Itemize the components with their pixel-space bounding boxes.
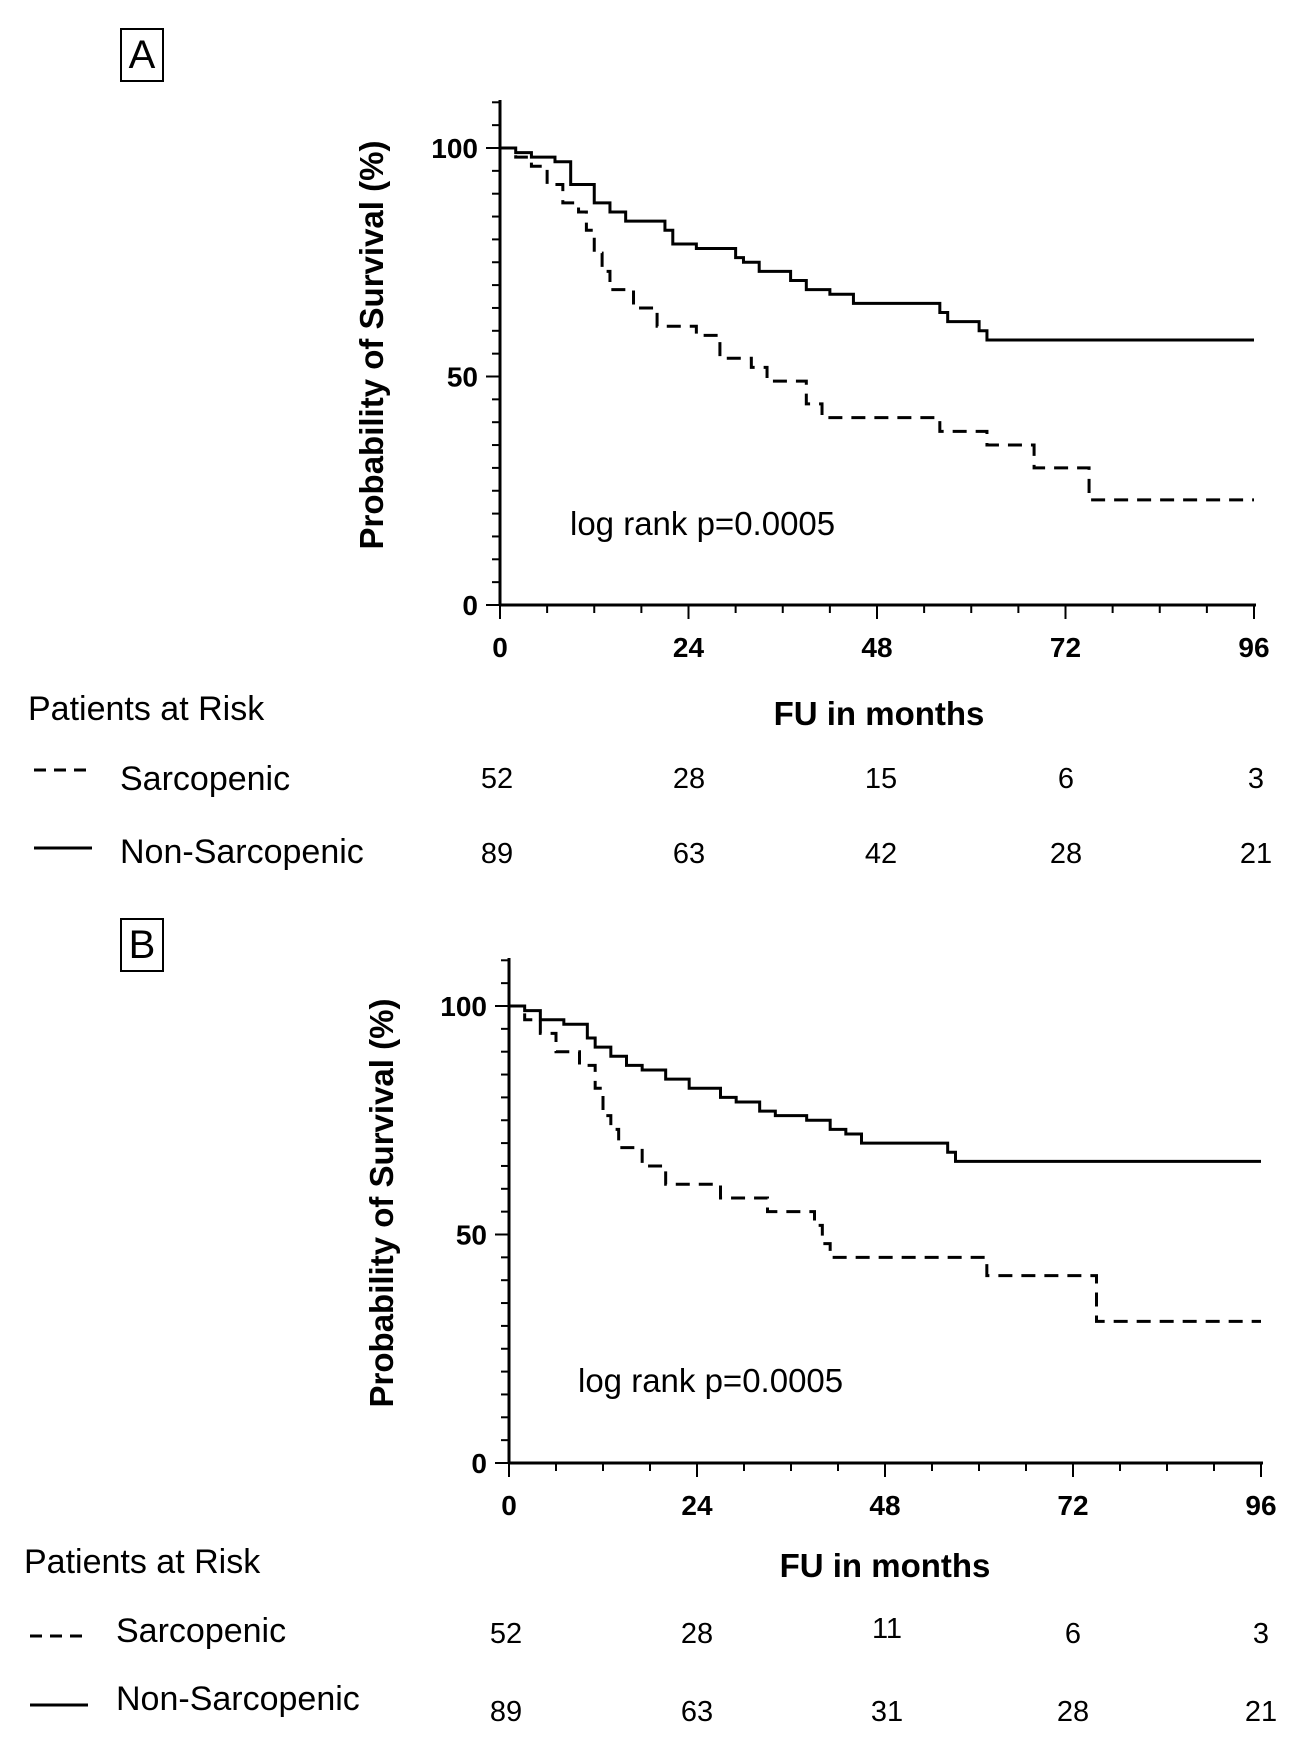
panel-a-risk-sarcopenic-0: 52: [480, 763, 514, 795]
panel-a-curve-non-sarcopenic: [500, 146, 1254, 342]
panel-b-risk-sarcopenic-48: 11: [871, 1613, 903, 1645]
panel-b-risk-non-sarcopenic-24: 63: [680, 1696, 714, 1728]
panel-a-risk-sarcopenic-72: 6: [1057, 763, 1075, 795]
panel-b-risk-non-sarcopenic-48: 31: [870, 1696, 904, 1728]
panel-a-risk-sarcopenic-24: 28: [672, 763, 706, 795]
panel-b-y-tick-label: 50: [456, 1220, 487, 1251]
panel-b-x-tick-label: 24: [681, 1490, 713, 1521]
panel-a-risk-sarcopenic-48: 15: [864, 763, 898, 795]
panel-a-y-tick-label: 100: [431, 133, 478, 164]
panel-a-y-tick-label: 0: [462, 590, 478, 621]
panel-b-risk-sarcopenic-24: 28: [680, 1618, 714, 1650]
panel-b-x-tick-label: 0: [501, 1490, 517, 1521]
panel-a-legend-dashed-line: [34, 768, 92, 772]
panel-b-x-tick-label: 72: [1057, 1490, 1088, 1521]
panel-a-x-tick-label: 24: [673, 632, 705, 663]
panel-b-curve-non-sarcopenic: [509, 1004, 1261, 1163]
panel-a-x-axis-label: FU in months: [773, 695, 985, 732]
panel-b-risk-non-sarcopenic-72: 28: [1056, 1696, 1090, 1728]
panel-b-y-tick-label: 100: [440, 991, 487, 1022]
panel-b-risk-sarcopenic-0: 52: [489, 1618, 523, 1650]
panel-b-x-tick-label: 96: [1245, 1490, 1276, 1521]
panel-a-risk-row-label-non-sarcopenic: Non-Sarcopenic: [120, 833, 364, 871]
panel-a-x-tick-label: 72: [1050, 632, 1081, 663]
panel-b-log-rank-annotation: log rank p=0.0005: [578, 1362, 843, 1399]
panel-a-x-tick-label: 96: [1238, 632, 1269, 663]
panel-a-risk-non-sarcopenic-48: 42: [864, 838, 898, 870]
panel-b-risk-sarcopenic-72: 6: [1064, 1618, 1082, 1650]
panel-b-risk-table-title: Patients at Risk: [24, 1543, 261, 1581]
panel-a-risk-row-label-sarcopenic: Sarcopenic: [120, 760, 291, 798]
panel-a-risk-table-title: Patients at Risk: [28, 690, 265, 728]
panel-a-y-tick-label: 50: [447, 362, 478, 393]
panel-b-risk-non-sarcopenic-96: 21: [1244, 1696, 1278, 1728]
panel-b-label: B: [120, 918, 164, 972]
panel-b-y-tick-label: 0: [471, 1448, 487, 1479]
panel-b-curve-sarcopenic: [509, 1004, 1261, 1323]
panel-a-legend-solid-line: [34, 846, 92, 850]
panel-b-risk-non-sarcopenic-0: 89: [489, 1696, 523, 1728]
panel-b-risk-row-label-sarcopenic: Sarcopenic: [116, 1612, 287, 1650]
panel-a-log-rank-annotation: log rank p=0.0005: [570, 505, 835, 542]
panel-b-x-axis-label: FU in months: [779, 1547, 991, 1584]
panel-b-risk-sarcopenic-96: 3: [1252, 1618, 1270, 1650]
panel-b-x-tick-label: 48: [869, 1490, 900, 1521]
panel-b-legend-solid-line: [30, 1703, 88, 1707]
panel-a-x-tick-label: 0: [492, 632, 508, 663]
panel-a-risk-non-sarcopenic-24: 63: [672, 838, 706, 870]
panel-a-risk-non-sarcopenic-0: 89: [480, 838, 514, 870]
panel-a-x-tick-label: 48: [861, 632, 892, 663]
panel-a-label: A: [120, 28, 164, 82]
panel-a-risk-sarcopenic-96: 3: [1247, 763, 1265, 795]
panel-b-risk-row-label-non-sarcopenic: Non-Sarcopenic: [116, 1680, 360, 1718]
panel-a-risk-non-sarcopenic-72: 28: [1049, 838, 1083, 870]
panel-a-curve-sarcopenic: [500, 146, 1254, 502]
panel-a-risk-non-sarcopenic-96: 21: [1239, 838, 1273, 870]
panel-b-legend-dashed-line: [30, 1634, 88, 1638]
